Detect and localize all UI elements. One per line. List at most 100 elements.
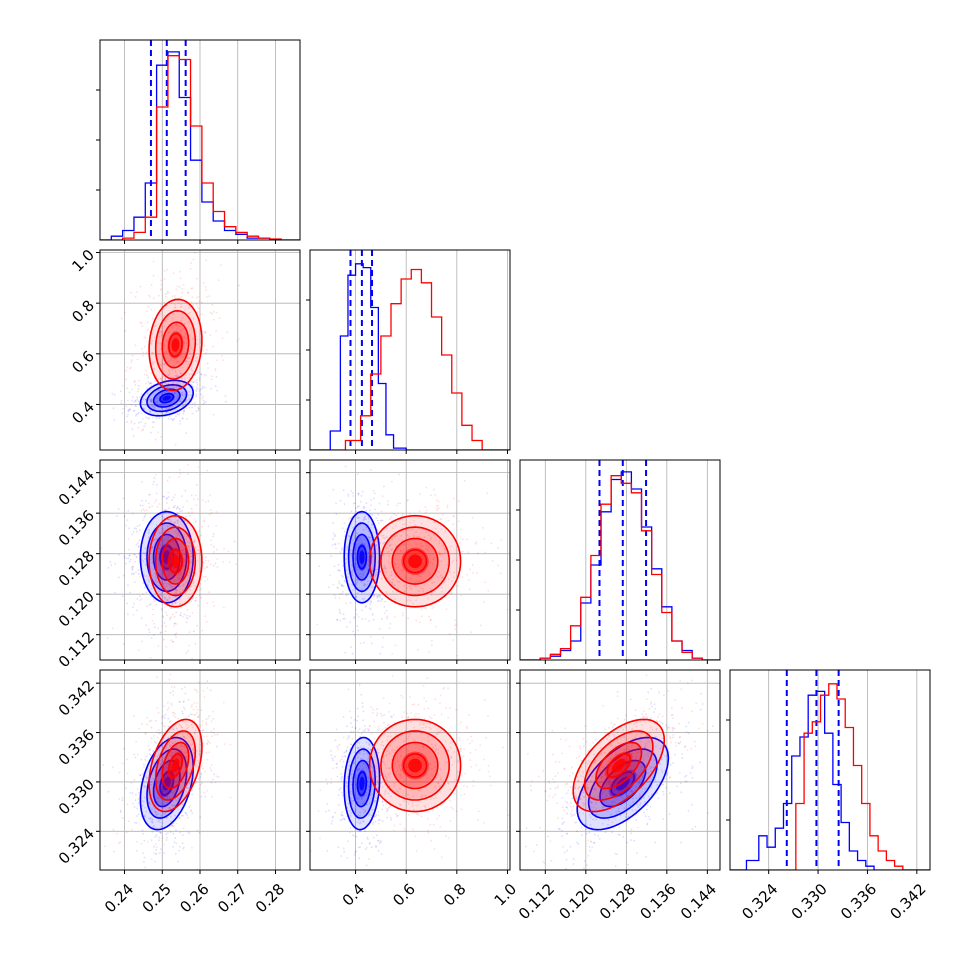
- scatter-point: [143, 509, 146, 512]
- scatter-point: [344, 651, 346, 654]
- scatter-point: [171, 824, 173, 827]
- scatter-point: [388, 555, 391, 557]
- scatter-point: [362, 710, 365, 713]
- scatter-point: [367, 730, 370, 732]
- scatter-point: [347, 688, 350, 691]
- scatter-point: [161, 592, 163, 594]
- scatter-point: [111, 392, 114, 395]
- axes-1-0: 0.40.60.81.0: [68, 246, 301, 454]
- scatter-point: [588, 813, 591, 816]
- scatter-point: [629, 790, 632, 793]
- scatter-point: [369, 599, 372, 602]
- scatter-point: [449, 788, 452, 791]
- scatter-point: [175, 822, 178, 825]
- scatter-point: [363, 799, 365, 802]
- scatter-point: [369, 469, 372, 471]
- scatter-point: [326, 782, 329, 785]
- scatter-point: [398, 745, 401, 747]
- scatter-point: [193, 539, 196, 542]
- scatter-point: [169, 745, 172, 748]
- scatter-point: [401, 716, 404, 719]
- scatter-point: [449, 746, 452, 749]
- scatter-point: [334, 739, 337, 742]
- scatter-point: [131, 396, 134, 398]
- scatter-point: [164, 773, 167, 776]
- scatter-point: [179, 400, 182, 403]
- scatter-point: [150, 385, 153, 388]
- scatter-point: [672, 762, 674, 764]
- scatter-point: [165, 350, 168, 353]
- scatter-point: [348, 710, 351, 713]
- grid: [100, 670, 300, 870]
- scatter-point: [474, 542, 477, 545]
- scatter-point: [188, 357, 191, 360]
- scatter-point: [427, 571, 430, 573]
- scatter-point: [346, 857, 349, 859]
- scatter-point: [386, 500, 389, 503]
- scatter-point: [150, 385, 152, 387]
- scatter-point: [167, 582, 170, 585]
- scatter-point: [114, 562, 117, 565]
- scatter-point: [206, 348, 208, 351]
- scatter-point: [407, 802, 410, 805]
- scatter-point: [394, 535, 396, 538]
- scatter-point: [179, 744, 182, 747]
- scatter-point: [161, 539, 164, 542]
- scatter-point: [184, 692, 187, 695]
- scatter-point: [426, 548, 429, 551]
- scatter-point: [150, 558, 152, 561]
- scatter-point: [160, 379, 163, 382]
- scatter-point: [643, 710, 646, 713]
- scatter-point: [155, 676, 158, 679]
- scatter-point: [608, 778, 611, 781]
- scatter-point: [174, 587, 177, 590]
- scatter-point: [125, 378, 127, 381]
- grid: [355, 250, 508, 450]
- scatter-point: [366, 567, 369, 569]
- scatter-point: [162, 790, 165, 793]
- axes-2-1: [306, 459, 511, 664]
- scatter-point: [355, 532, 358, 535]
- scatter-point: [164, 790, 167, 792]
- scatter-point: [143, 763, 145, 766]
- scatter-point: [173, 615, 176, 618]
- plot-area: [520, 674, 714, 870]
- scatter-point: [178, 286, 181, 288]
- scatter-point: [659, 763, 662, 766]
- scatter-point: [427, 817, 430, 820]
- scatter-point: [163, 363, 166, 366]
- scatter-point: [167, 510, 170, 513]
- scatter-point: [179, 319, 182, 322]
- scatter-point: [654, 779, 657, 781]
- scatter-point: [468, 588, 471, 591]
- scatter-point: [341, 794, 344, 797]
- scatter-point: [594, 788, 596, 791]
- scatter-point: [146, 584, 149, 586]
- scatter-point: [374, 575, 377, 578]
- scatter-point: [182, 701, 185, 703]
- scatter-point: [206, 566, 209, 568]
- scatter-point: [396, 790, 399, 793]
- scatter-point: [382, 542, 384, 545]
- density-fill: [408, 554, 422, 569]
- scatter-point: [663, 694, 665, 696]
- scatter-point: [423, 723, 426, 726]
- scatter-point: [146, 723, 148, 726]
- scatter-point: [361, 797, 363, 800]
- scatter-point: [148, 531, 150, 533]
- scatter-point: [368, 858, 370, 860]
- scatter-point: [176, 800, 178, 802]
- scatter-point: [350, 555, 353, 558]
- scatter-point: [370, 788, 372, 791]
- scatter-point: [180, 743, 183, 745]
- scatter-point: [334, 543, 336, 546]
- scatter-point: [172, 690, 174, 693]
- scatter-point: [385, 591, 388, 593]
- scatter-point: [364, 809, 367, 812]
- scatter-point: [195, 530, 198, 532]
- scatter-point: [558, 828, 561, 831]
- scatter-point: [373, 595, 375, 598]
- scatter-point: [124, 329, 127, 332]
- scatter-point: [359, 846, 361, 848]
- scatter-point: [351, 492, 354, 494]
